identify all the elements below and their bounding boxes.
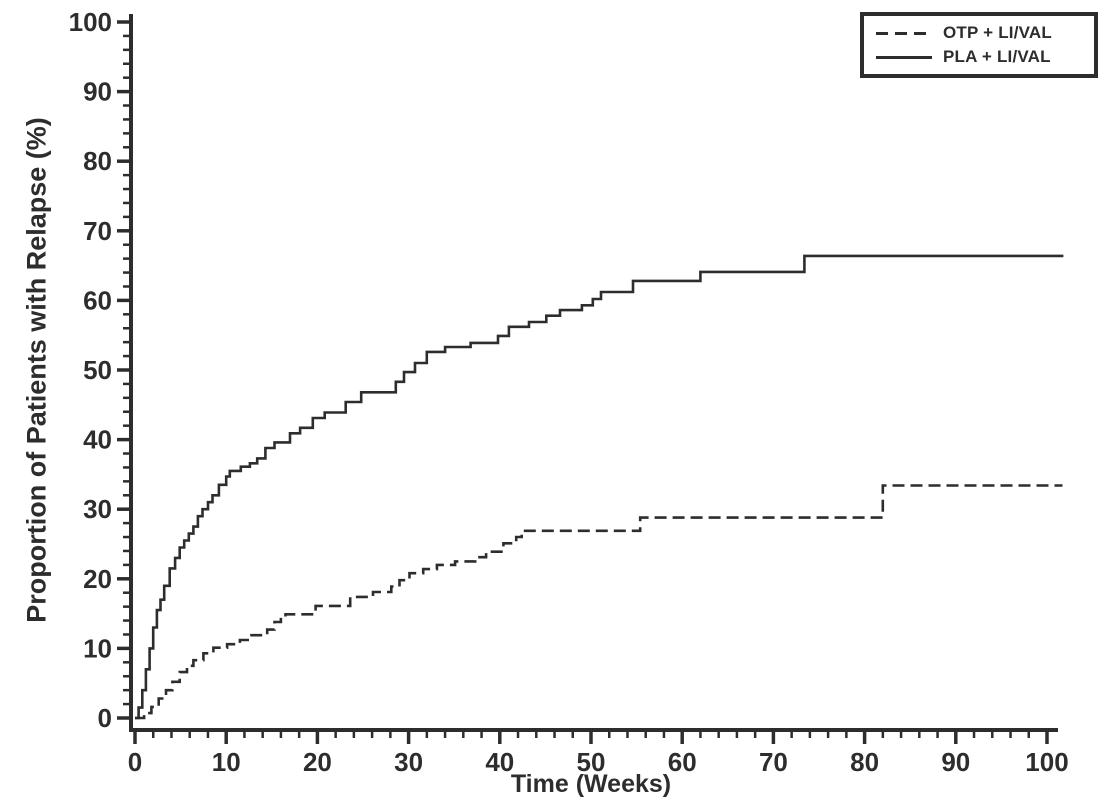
y-tick-label: 0: [98, 703, 112, 733]
legend-label-otp: OTP + LI/VAL: [943, 23, 1052, 42]
y-tick-label: 40: [83, 425, 112, 455]
x-axis-title: Time (Weeks): [510, 770, 672, 798]
x-tick-label: 30: [394, 747, 423, 777]
series-path-otp-li-val: [135, 484, 1063, 720]
x-tick-label: 40: [485, 747, 514, 777]
x-tick-label: 50: [577, 747, 606, 777]
solid-line-icon: [876, 55, 932, 59]
x-tick-label: 90: [941, 747, 970, 777]
legend-row-pla: PLA + LI/VAL: [876, 47, 1094, 67]
y-tick-label: 10: [83, 633, 112, 663]
y-tick-label: 80: [83, 146, 112, 176]
y-axis-title: Proportion of Patients with Relapse (%): [21, 117, 52, 623]
legend: OTP + LI/VAL PLA + LI/VAL: [860, 12, 1098, 78]
x-tick-label: 100: [1025, 747, 1068, 777]
y-tick-label: 100: [69, 7, 112, 37]
x-tick-label: 60: [668, 747, 697, 777]
y-tick-label: 60: [83, 285, 112, 315]
x-tick-label: 0: [128, 747, 142, 777]
x-tick-label: 10: [212, 747, 241, 777]
x-tick-label: 20: [303, 747, 332, 777]
legend-label-pla: PLA + LI/VAL: [943, 47, 1051, 66]
y-tick-label: 90: [83, 77, 112, 107]
y-tick-label: 50: [83, 355, 112, 385]
y-tick-label: 20: [83, 564, 112, 594]
legend-row-otp: OTP + LI/VAL: [876, 23, 1094, 43]
y-tick-label: 70: [83, 216, 112, 246]
x-tick-label: 70: [759, 747, 788, 777]
series-path-pla-li-val: [135, 254, 1064, 720]
x-tick-label: 80: [850, 747, 879, 777]
y-tick-label: 30: [83, 494, 112, 524]
dashed-line-icon: [876, 31, 932, 35]
